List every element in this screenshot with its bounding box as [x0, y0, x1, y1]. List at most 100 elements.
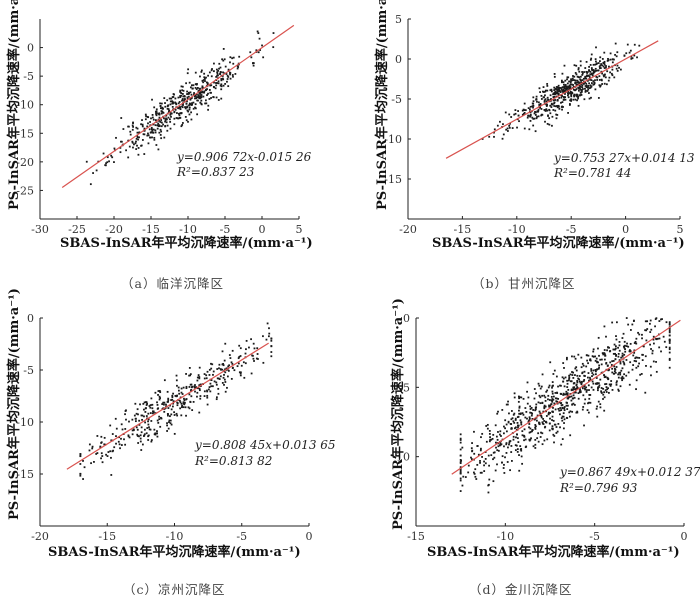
scatter-point — [497, 449, 500, 452]
scatter-point — [85, 160, 88, 163]
scatter-point — [186, 90, 188, 93]
scatter-point — [571, 79, 574, 82]
scatter-point — [598, 84, 601, 87]
scatter-point — [147, 420, 149, 423]
scatter-point — [544, 120, 546, 123]
scatter-point — [563, 407, 566, 410]
scatter-point — [198, 366, 201, 369]
scatter-point — [641, 337, 643, 340]
scatter-point — [459, 437, 462, 440]
scatter-point — [581, 362, 584, 365]
scatter-point — [176, 112, 178, 114]
scatter-point — [569, 103, 571, 105]
scatter-point — [518, 397, 521, 400]
scatter-point — [493, 135, 495, 138]
scatter-point — [178, 117, 181, 119]
scatter-point — [459, 466, 462, 469]
scatter-point — [103, 443, 106, 446]
scatter-point — [532, 106, 534, 109]
scatter-point — [485, 425, 488, 427]
scatter-point — [257, 358, 259, 360]
scatter-point — [523, 102, 526, 105]
scatter-point — [167, 427, 170, 430]
scatter-point — [516, 433, 518, 436]
scatter-point — [545, 103, 548, 106]
scatter-point — [660, 318, 662, 321]
scatter-point — [172, 402, 175, 405]
scatter-point — [147, 122, 149, 125]
scatter-point — [596, 382, 599, 385]
scatter-point — [595, 63, 598, 65]
scatter-point — [107, 451, 110, 453]
scatter-point — [598, 65, 601, 68]
scatter-point — [479, 460, 481, 462]
scatter-point — [79, 472, 82, 475]
scatter-point — [562, 377, 565, 380]
scatter-point — [586, 72, 589, 74]
scatter-point — [571, 92, 574, 95]
scatter-point — [533, 388, 536, 390]
scatter-point — [531, 412, 534, 415]
scatter-point — [610, 364, 613, 366]
scatter-point — [543, 420, 546, 422]
scatter-point — [109, 424, 112, 427]
scatter-point — [619, 362, 622, 365]
scatter-point — [180, 402, 183, 405]
scatter-point — [575, 64, 578, 67]
scatter-point — [215, 82, 217, 84]
scatter-point — [633, 351, 636, 354]
scatter-point — [151, 131, 154, 134]
scatter-point — [143, 428, 146, 431]
scatter-point — [603, 352, 606, 355]
scatter-point — [525, 410, 528, 413]
scatter-point — [507, 130, 509, 132]
scatter-point — [231, 367, 234, 370]
scatter-point — [149, 136, 151, 139]
scatter-point — [149, 121, 151, 123]
scatter-point — [568, 377, 571, 380]
scatter-point — [519, 419, 522, 422]
scatter-point — [480, 471, 483, 474]
scatter-point — [206, 394, 209, 397]
scatter-point — [577, 353, 580, 356]
scatter-point — [515, 444, 518, 447]
scatter-point — [554, 408, 557, 411]
scatter-point — [579, 91, 582, 94]
y-tick-label: -10 — [392, 451, 410, 464]
scatter-point — [632, 364, 635, 366]
scatter-point — [588, 65, 590, 68]
scatter-point — [505, 430, 508, 433]
scatter-point — [195, 386, 197, 388]
scatter-point — [600, 363, 603, 366]
scatter-point — [588, 70, 591, 72]
scatter-point — [163, 97, 166, 100]
scatter-point — [535, 406, 538, 409]
scatter-point — [111, 450, 114, 453]
scatter-point — [556, 430, 559, 433]
scatter-point — [562, 394, 565, 396]
scatter-point — [188, 374, 190, 377]
scatter-point — [190, 97, 192, 100]
scatter-point — [218, 67, 220, 70]
scatter-point — [619, 360, 622, 363]
scatter-point — [615, 354, 617, 356]
scatter-point — [597, 386, 599, 389]
scatter-point — [138, 419, 141, 422]
scatter-point — [629, 361, 632, 364]
scatter-point — [163, 401, 166, 404]
scatter-point — [217, 74, 219, 77]
scatter-point — [115, 442, 117, 445]
scatter-point — [159, 128, 162, 131]
scatter-point — [613, 343, 616, 346]
scatter-point — [653, 342, 655, 345]
scatter-point — [191, 103, 194, 106]
scatter-point — [590, 57, 593, 60]
scatter-point — [635, 337, 638, 340]
scatter-point — [479, 449, 482, 452]
scatter-point — [552, 109, 555, 111]
scatter-point — [604, 354, 606, 357]
scatter-point — [570, 95, 573, 98]
scatter-point — [216, 72, 219, 75]
scatter-point — [229, 71, 231, 74]
scatter-point — [558, 97, 561, 99]
